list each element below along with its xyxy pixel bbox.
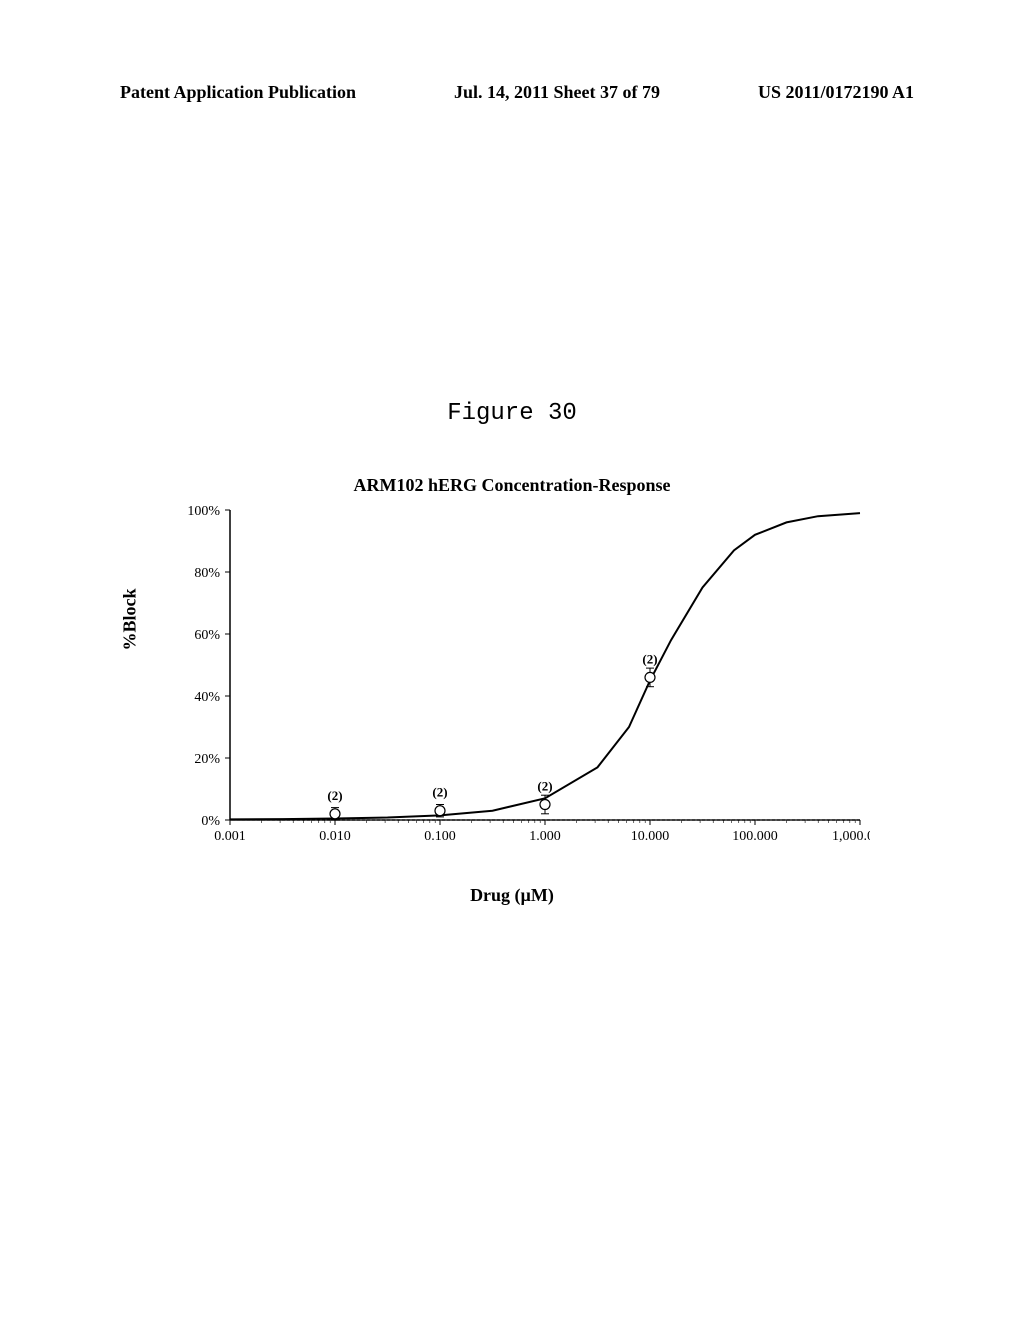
patent-header: Patent Application Publication Jul. 14, … (0, 82, 1024, 103)
x-tick-label: 1,000.000 (832, 829, 870, 844)
x-tick-label: 1.000 (529, 829, 561, 844)
x-axis-label: Drug (µM) (0, 885, 1024, 906)
point-n-label: (2) (537, 779, 552, 794)
point-n-label: (2) (432, 785, 447, 800)
data-marker (435, 806, 445, 816)
x-tick-label: 0.100 (424, 829, 456, 844)
y-tick-label: 60% (194, 628, 220, 643)
header-middle: Jul. 14, 2011 Sheet 37 of 79 (454, 82, 660, 103)
chart-title: ARM102 hERG Concentration-Response (0, 475, 1024, 496)
y-tick-label: 0% (201, 814, 220, 829)
figure-label: Figure 30 (0, 400, 1024, 427)
y-tick-label: 40% (194, 690, 220, 705)
y-tick-label: 100% (187, 504, 220, 519)
x-tick-label: 100.000 (732, 829, 778, 844)
y-tick-label: 80% (194, 566, 220, 581)
data-marker (330, 809, 340, 819)
x-tick-label: 0.010 (319, 829, 351, 844)
chart-svg: 0% 20% 40% 60% 80% 100% 0.001 0.010 0.100 1.000 10… (170, 500, 870, 860)
y-axis-label: %Block (120, 588, 141, 650)
header-right: US 2011/0172190 A1 (758, 82, 914, 103)
y-tick-label: 20% (194, 752, 220, 767)
x-tick-label: 10.000 (631, 829, 670, 844)
data-marker (645, 672, 655, 682)
data-marker (540, 800, 550, 810)
header-left: Patent Application Publication (120, 82, 356, 103)
point-n-label: (2) (327, 788, 342, 803)
chart-area: 0% 20% 40% 60% 80% 100% 0.001 0.010 0.100 1.000 10… (170, 500, 870, 860)
x-tick-label: 0.001 (214, 829, 246, 844)
point-n-label: (2) (642, 651, 657, 666)
